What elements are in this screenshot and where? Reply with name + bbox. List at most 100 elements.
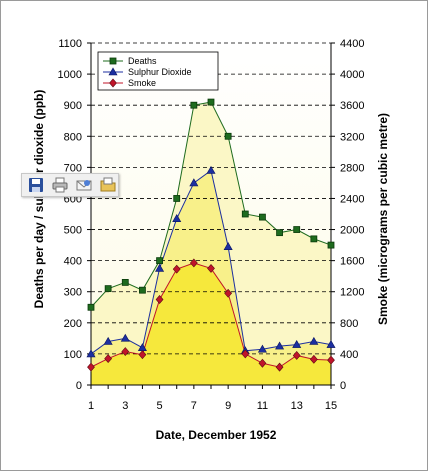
sulphur-dioxide-point — [120, 333, 130, 342]
deaths-point — [156, 257, 163, 265]
right-tick-label: 2000 — [340, 225, 364, 237]
smoke-point — [275, 362, 284, 372]
right-tick-label: 1200 — [340, 287, 364, 299]
sulphur-dioxide-point — [189, 178, 199, 187]
left-tick-label: 400 — [64, 256, 82, 268]
image-toolbar — [21, 173, 119, 197]
sulphur-dioxide-point — [155, 263, 165, 272]
deaths-point — [190, 101, 198, 109]
smoke-area — [91, 262, 331, 385]
axes: 0100200300400500600700800900100011000400… — [58, 38, 365, 412]
print-button[interactable] — [50, 176, 70, 194]
smoke-point — [241, 349, 250, 359]
deaths-point — [121, 278, 129, 286]
save-icon — [29, 178, 43, 192]
left-tick-label: 700 — [64, 162, 82, 174]
smoke-point — [87, 362, 95, 372]
sulphur-dioxide-point — [103, 336, 113, 345]
left-tick-label: 1100 — [58, 38, 82, 50]
smoke-point — [207, 263, 215, 273]
print-icon — [52, 177, 68, 193]
save-button[interactable] — [26, 176, 46, 194]
legend-label-sulphur-dioxide: Sulphur Dioxide — [128, 67, 192, 77]
smoke-point — [121, 347, 130, 357]
right-tick-label: 2800 — [340, 162, 364, 174]
right-tick-label: 800 — [340, 318, 358, 330]
smoke-point — [292, 351, 301, 360]
left-tick-label: 800 — [64, 131, 82, 143]
sulphur-dioxide-point — [275, 341, 285, 350]
right-tick-label: 4000 — [340, 69, 364, 81]
sulphur-dioxide-point — [223, 242, 233, 250]
deaths-point — [310, 235, 318, 243]
deaths-point — [293, 226, 301, 233]
left-tick-label: 500 — [64, 225, 82, 237]
left-tick-label: 300 — [64, 287, 82, 299]
smoke-point — [189, 258, 198, 268]
left-axis-title: Deaths per day / sulphur dioxide (ppb) — [32, 90, 46, 309]
right-tick-label: 3600 — [340, 100, 364, 112]
sulphur-dioxide-point — [206, 165, 216, 174]
deaths-point — [139, 286, 146, 294]
legend-label-smoke: Smoke — [128, 78, 156, 88]
right-tick-label: 400 — [340, 349, 358, 361]
smoke-point — [172, 264, 181, 274]
smoke-point — [155, 295, 164, 304]
smoke-point — [138, 350, 147, 360]
left-tick-label: 100 — [64, 349, 82, 361]
x-tick-label: 5 — [157, 400, 163, 412]
deaths-point — [224, 132, 232, 140]
deaths-point — [207, 98, 215, 106]
right-axis-title: Smoke (micrograms per cubic metre) — [376, 113, 390, 325]
smoke-point — [309, 354, 318, 364]
area-fills — [91, 102, 331, 386]
smoke-point — [327, 355, 335, 365]
email-button[interactable] — [74, 176, 94, 194]
sulphur-dioxide-point — [309, 336, 319, 345]
x-tick-label: 13 — [291, 400, 303, 412]
legend-label-deaths: Deaths — [128, 56, 157, 66]
left-tick-label: 1000 — [58, 69, 82, 81]
deaths-point — [327, 241, 335, 249]
sulphur-dioxide-point — [172, 214, 182, 222]
x-tick-label: 9 — [225, 400, 231, 412]
x-tick-label: 3 — [122, 400, 128, 412]
smoke-point — [104, 354, 113, 364]
x-tick-label: 1 — [88, 400, 94, 412]
deaths-point — [87, 303, 95, 311]
sulphur-dioxide-point — [257, 344, 267, 353]
right-tick-label: 1600 — [340, 256, 364, 268]
legend-marker-smoke — [109, 78, 117, 88]
right-tick-label: 0 — [340, 380, 346, 392]
legend-box — [97, 51, 219, 91]
legend-marker-sulphur-dioxide — [108, 67, 118, 76]
sulphur-dioxide-point — [86, 349, 96, 358]
deaths-point — [241, 210, 249, 218]
deaths-point — [259, 213, 266, 221]
sulphur-dioxide-point — [292, 339, 302, 348]
x-tick-label: 11 — [257, 400, 268, 412]
right-tick-label: 2400 — [340, 193, 364, 205]
left-tick-label: 0 — [76, 380, 82, 392]
series-markers — [86, 98, 336, 372]
right-tick-label: 4400 — [340, 38, 364, 50]
x-axis-title: Date, December 1952 — [156, 428, 277, 442]
right-tick-label: 3200 — [340, 131, 364, 143]
left-tick-label: 200 — [64, 318, 82, 330]
x-tick-label: 15 — [325, 400, 337, 412]
email-icon — [76, 180, 92, 191]
deaths-point — [276, 229, 283, 237]
legend-marker-deaths — [109, 57, 117, 65]
gridlines — [91, 42, 331, 355]
smoke-point — [224, 288, 233, 298]
x-tick-label: 7 — [191, 400, 197, 412]
sulphur-dioxide-point — [326, 339, 336, 348]
deaths-point — [104, 285, 112, 293]
deaths-point — [173, 195, 181, 202]
left-tick-label: 900 — [64, 100, 82, 112]
open-folder-button[interactable] — [98, 176, 118, 194]
smoke-point — [258, 358, 267, 368]
